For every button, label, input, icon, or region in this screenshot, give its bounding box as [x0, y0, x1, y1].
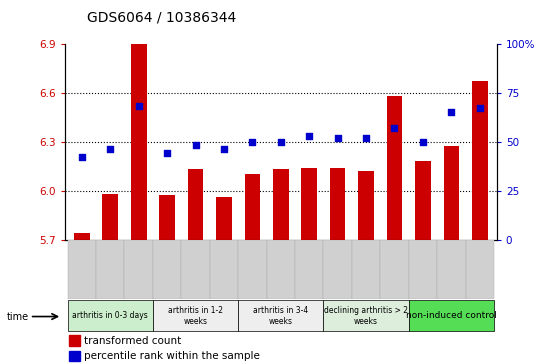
- Text: GDS6064 / 10386344: GDS6064 / 10386344: [87, 11, 237, 25]
- Bar: [380, 240, 409, 299]
- Bar: [352, 240, 380, 299]
- Bar: [68, 240, 96, 299]
- Point: [78, 154, 86, 160]
- Bar: [216, 197, 232, 240]
- Bar: [273, 169, 288, 240]
- Point: [134, 103, 143, 109]
- Point: [191, 143, 200, 148]
- Text: non-induced control: non-induced control: [406, 311, 497, 320]
- Bar: [153, 300, 238, 331]
- Point: [390, 125, 399, 131]
- Bar: [301, 168, 317, 240]
- Point: [276, 139, 285, 144]
- Bar: [188, 169, 204, 240]
- Bar: [131, 44, 146, 240]
- Bar: [103, 194, 118, 240]
- Bar: [181, 240, 210, 299]
- Bar: [210, 240, 238, 299]
- Text: arthritis in 1-2
weeks: arthritis in 1-2 weeks: [168, 306, 223, 326]
- Bar: [330, 168, 346, 240]
- Bar: [74, 233, 90, 240]
- Point: [475, 105, 484, 111]
- Text: time: time: [7, 312, 29, 322]
- Text: percentile rank within the sample: percentile rank within the sample: [84, 351, 260, 361]
- Point: [163, 150, 171, 156]
- Bar: [437, 240, 465, 299]
- Point: [220, 147, 228, 152]
- Bar: [245, 174, 260, 240]
- Bar: [323, 300, 409, 331]
- Bar: [409, 300, 494, 331]
- Bar: [472, 81, 488, 240]
- Bar: [465, 240, 494, 299]
- Bar: [295, 240, 323, 299]
- Text: arthritis in 3-4
weeks: arthritis in 3-4 weeks: [253, 306, 308, 326]
- Bar: [69, 351, 80, 362]
- Bar: [153, 240, 181, 299]
- Bar: [267, 240, 295, 299]
- Text: declining arthritis > 2
weeks: declining arthritis > 2 weeks: [324, 306, 408, 326]
- Bar: [358, 171, 374, 240]
- Bar: [323, 240, 352, 299]
- Point: [333, 135, 342, 140]
- Text: arthritis in 0-3 days: arthritis in 0-3 days: [72, 311, 148, 320]
- Bar: [96, 240, 125, 299]
- Bar: [238, 300, 323, 331]
- Point: [106, 147, 114, 152]
- Bar: [159, 195, 175, 240]
- Bar: [443, 147, 459, 240]
- Point: [418, 139, 427, 144]
- Point: [362, 135, 370, 140]
- Bar: [69, 335, 80, 346]
- Point: [248, 139, 256, 144]
- Text: transformed count: transformed count: [84, 336, 181, 346]
- Point: [447, 109, 456, 115]
- Bar: [415, 161, 431, 240]
- Bar: [125, 240, 153, 299]
- Bar: [409, 240, 437, 299]
- Point: [305, 133, 314, 139]
- Bar: [68, 300, 153, 331]
- Bar: [238, 240, 267, 299]
- Bar: [387, 96, 402, 240]
